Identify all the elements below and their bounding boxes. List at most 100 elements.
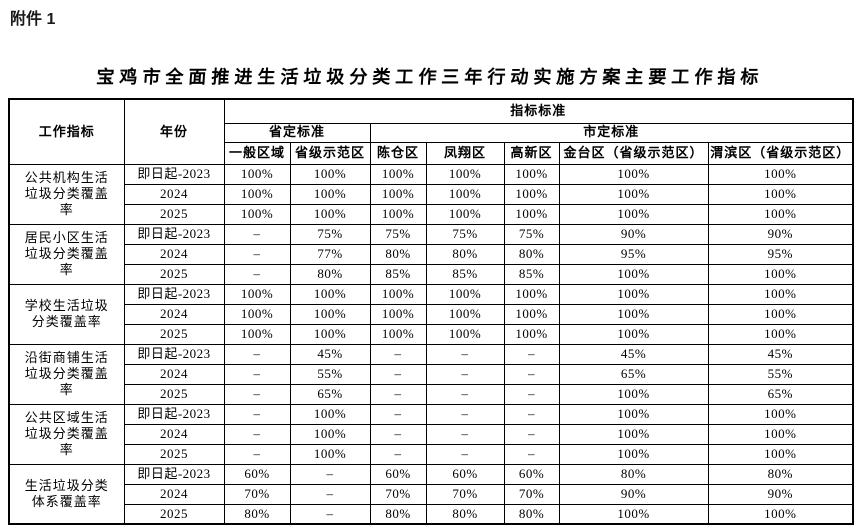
value-cell: 100% — [503, 163, 560, 185]
value-cell: 100% — [223, 303, 291, 325]
year-cell: 2025 — [123, 443, 225, 465]
value-cell: – — [223, 443, 291, 465]
value-cell: 70% — [425, 483, 505, 505]
year-cell: 2024 — [123, 423, 225, 445]
year-cell: 即日起-2023 — [123, 343, 225, 365]
value-cell: – — [425, 363, 505, 385]
value-cell: – — [289, 463, 371, 485]
value-cell: 100% — [558, 163, 709, 185]
value-cell: – — [223, 243, 291, 265]
header-col-jintai: 金台区（省级示范区） — [558, 141, 709, 165]
year-cell: 2025 — [123, 323, 225, 345]
value-cell: 95% — [558, 243, 709, 265]
header-year: 年份 — [123, 98, 225, 165]
year-cell: 2024 — [123, 363, 225, 385]
header-col-chencang: 陈仓区 — [369, 141, 427, 165]
indicator-cell: 学校生活垃圾分类覆盖率 — [8, 283, 125, 345]
value-cell: – — [223, 423, 291, 445]
value-cell: 90% — [558, 223, 709, 245]
value-cell: 100% — [289, 163, 371, 185]
value-cell: 100% — [707, 443, 854, 465]
header-col-provincial-demo: 省级示范区 — [289, 141, 371, 165]
value-cell: 60% — [369, 463, 427, 485]
header-col-general-area: 一般区域 — [223, 141, 291, 165]
table-row: 公共机构生活垃圾分类覆盖率 即日起-2023 100% 100% 100% 100% 100… — [8, 163, 854, 225]
value-cell: 100% — [707, 183, 854, 205]
value-cell: 100% — [558, 303, 709, 325]
year-cell: 即日起-2023 — [123, 463, 225, 485]
value-cell: 85% — [425, 263, 505, 285]
value-cell: 100% — [369, 283, 427, 305]
indicator-table: 工作指标 年份 指标标准 省定标准 市定标准 一般区域 省级示范区 陈仓区 凤翔… — [8, 98, 855, 525]
value-cell: 45% — [707, 343, 854, 365]
value-cell: 100% — [425, 163, 505, 185]
year-cell: 即日起-2023 — [123, 163, 225, 185]
value-cell: 100% — [425, 283, 505, 305]
attachment-label: 附件 1 — [10, 11, 56, 28]
value-cell: 100% — [558, 503, 709, 525]
value-cell: 80% — [503, 503, 560, 525]
value-cell: 100% — [289, 303, 371, 325]
table-row: 2024 100% 100% 100% 100% 100% 100% 100% — [9, 183, 854, 205]
indicator-cell: 居民小区生活垃圾分类覆盖率 — [8, 223, 125, 285]
header-standards: 指标标准 — [223, 98, 854, 124]
value-cell: 100% — [425, 183, 505, 205]
value-cell: – — [503, 423, 560, 445]
value-cell: 100% — [289, 183, 371, 205]
value-cell: 100% — [369, 183, 427, 205]
value-cell: – — [369, 343, 427, 365]
value-cell: 80% — [558, 463, 709, 485]
value-cell: – — [503, 443, 560, 465]
value-cell: 100% — [289, 403, 371, 425]
value-cell: 80% — [707, 463, 854, 485]
header-col-fengxiang: 凤翔区 — [425, 141, 505, 165]
value-cell: 70% — [503, 483, 560, 505]
value-cell: 75% — [289, 223, 371, 245]
value-cell: 90% — [707, 483, 854, 505]
value-cell: – — [425, 403, 505, 425]
value-cell: 77% — [289, 243, 371, 265]
value-cell: 60% — [425, 463, 505, 485]
value-cell: 100% — [707, 303, 854, 325]
value-cell: 100% — [707, 503, 854, 525]
value-cell: 100% — [223, 323, 291, 345]
table-row: 2024 70% –70% 70% 70% 90% 90% — [9, 483, 854, 505]
header-city-standard: 市定标准 — [369, 122, 854, 143]
value-cell: – — [223, 343, 291, 365]
value-cell: 70% — [369, 483, 427, 505]
table-row: 2024–55% – – –65% 55% — [9, 363, 854, 385]
value-cell: – — [369, 363, 427, 385]
value-cell: 100% — [425, 303, 505, 325]
value-cell: 100% — [369, 303, 427, 325]
value-cell: 100% — [223, 163, 291, 185]
value-cell: 100% — [558, 383, 709, 405]
value-cell: 80% — [425, 503, 505, 525]
value-cell: – — [223, 263, 291, 285]
value-cell: – — [369, 383, 427, 405]
value-cell: – — [425, 423, 505, 445]
value-cell: 100% — [289, 323, 371, 345]
value-cell: 65% — [558, 363, 709, 385]
value-cell: 100% — [707, 403, 854, 425]
value-cell: 100% — [558, 283, 709, 305]
value-cell: – — [289, 483, 371, 505]
value-cell: 100% — [289, 443, 371, 465]
value-cell: 100% — [369, 203, 427, 225]
value-cell: – — [223, 223, 291, 245]
header-col-weibin: 渭滨区（省级示范区） — [707, 141, 854, 165]
indicator-cell: 公共机构生活垃圾分类覆盖率 — [8, 163, 125, 225]
value-cell: 85% — [503, 263, 560, 285]
value-cell: 100% — [558, 443, 709, 465]
value-cell: 100% — [558, 203, 709, 225]
value-cell: – — [425, 443, 505, 465]
value-cell: – — [223, 383, 291, 405]
value-cell: 60% — [503, 463, 560, 485]
value-cell: 45% — [289, 343, 371, 365]
value-cell: 100% — [425, 323, 505, 345]
value-cell: 75% — [369, 223, 427, 245]
value-cell: 80% — [425, 243, 505, 265]
year-cell: 2024 — [123, 183, 225, 205]
value-cell: 100% — [289, 203, 371, 225]
value-cell: 100% — [503, 183, 560, 205]
value-cell: 100% — [503, 303, 560, 325]
